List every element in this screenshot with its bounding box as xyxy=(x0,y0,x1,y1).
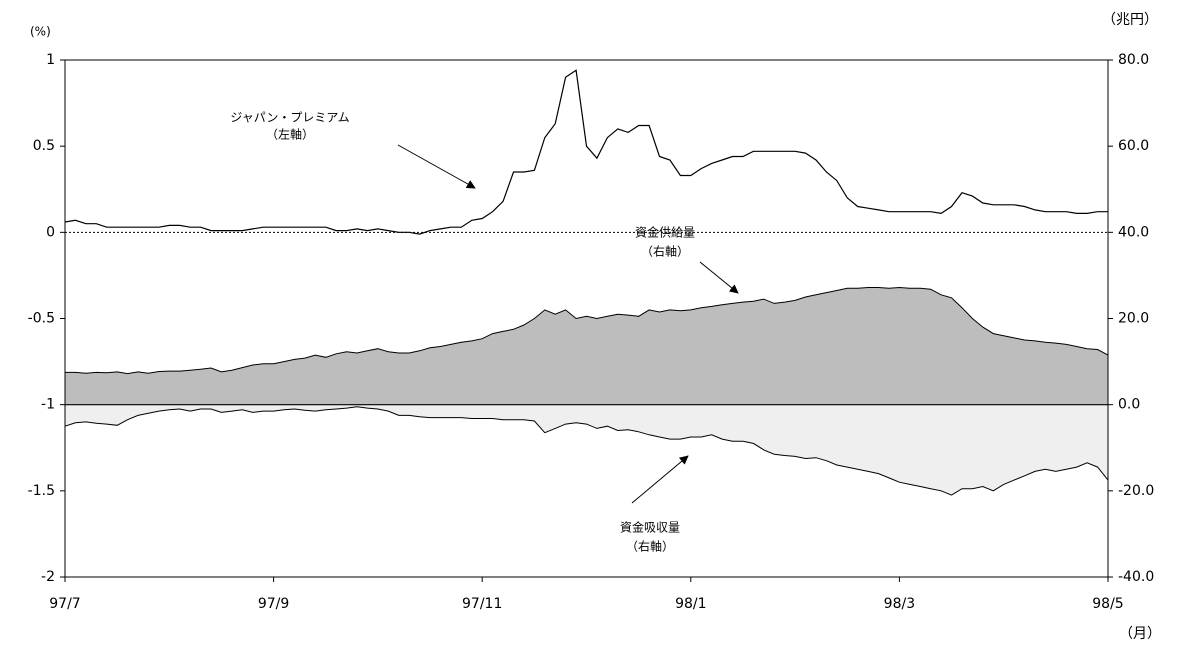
y2-tick-label: -20.0 xyxy=(1118,483,1154,499)
y2-tick-label: 40.0 xyxy=(1118,224,1149,240)
x-tick-label: 97/11 xyxy=(462,596,502,612)
area-outline xyxy=(65,286,1109,375)
arrow xyxy=(631,455,689,504)
y-tick-label: -2 xyxy=(41,569,55,585)
x-axis-label: （月） xyxy=(1119,626,1161,642)
x-tick-label: 98/1 xyxy=(675,596,706,612)
arrow xyxy=(397,144,476,189)
arrow xyxy=(699,261,739,294)
area xyxy=(65,404,1108,496)
x-tick-label: 98/5 xyxy=(1092,596,1123,612)
area-outline xyxy=(64,406,1109,496)
y-tick-label: -1.5 xyxy=(28,483,55,499)
y2-tick-label: 80.0 xyxy=(1118,52,1149,68)
annotation: 資金吸収量 xyxy=(620,520,680,535)
annotation: （右軸） xyxy=(626,539,674,554)
x-tick-label: 97/9 xyxy=(258,596,289,612)
y2-tick-label: 0.0 xyxy=(1118,397,1140,413)
y-tick-label: 0 xyxy=(46,224,55,240)
annotation: （右軸） xyxy=(641,244,689,259)
y-tick-label: -1 xyxy=(41,397,55,413)
annotation: ジャパン・プレミアム xyxy=(230,111,349,125)
y-tick-label: 0.5 xyxy=(33,138,55,154)
y-tick-label: 1 xyxy=(46,52,55,68)
area xyxy=(65,287,1108,405)
x-tick-label: 97/7 xyxy=(49,596,80,612)
x-tick-label: 98/3 xyxy=(884,596,915,612)
annotation: （左軸） xyxy=(266,127,314,142)
y2-tick-label: -40.0 xyxy=(1118,569,1154,585)
line xyxy=(64,69,1108,235)
y-axis-label: (%) xyxy=(30,25,51,39)
y2-tick-label: 60.0 xyxy=(1118,138,1149,154)
y-tick-label: -0.5 xyxy=(28,311,55,327)
y2-tick-label: 20.0 xyxy=(1118,311,1149,327)
y2-axis-label: （兆円） xyxy=(1102,12,1158,28)
